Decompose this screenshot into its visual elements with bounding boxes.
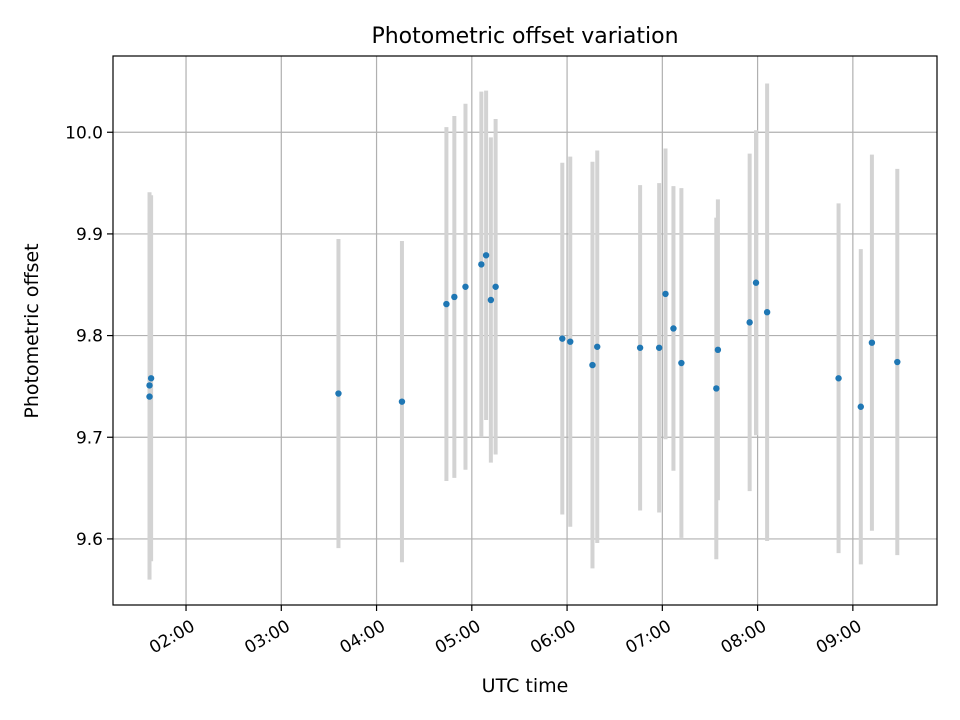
- x-tick-label: 06:00: [527, 616, 579, 658]
- x-tick-label: 08:00: [718, 616, 770, 658]
- data-point: [594, 343, 601, 350]
- x-tick-label: 05:00: [432, 616, 484, 658]
- data-point: [146, 393, 153, 400]
- x-tick-label: 03:00: [241, 616, 293, 658]
- x-tick-label: 04:00: [337, 616, 389, 658]
- data-point: [714, 346, 722, 354]
- data-point: [589, 361, 596, 369]
- data-point: [443, 300, 450, 308]
- data-point: [335, 390, 342, 397]
- x-tick-label: 02:00: [146, 616, 198, 658]
- data-point: [670, 325, 677, 332]
- error-bars: [147, 83, 900, 580]
- data-point: [147, 375, 155, 382]
- x-tick-label: 09:00: [813, 616, 865, 658]
- y-tick-label: 9.6: [76, 530, 103, 550]
- data-point: [763, 309, 771, 316]
- data-point: [567, 338, 574, 345]
- data-point: [894, 358, 901, 366]
- data-point: [835, 375, 842, 382]
- x-axis-label: UTC time: [482, 675, 569, 697]
- x-tick-label: 07:00: [622, 616, 674, 658]
- data-point: [146, 382, 153, 389]
- data-point: [752, 279, 760, 286]
- grid: [113, 56, 937, 605]
- data-points: [146, 252, 901, 410]
- data-point: [487, 296, 495, 304]
- data-point: [636, 344, 644, 351]
- data-point: [655, 344, 663, 351]
- data-point: [462, 283, 469, 290]
- y-tick-label: 9.7: [76, 428, 103, 448]
- data-point: [398, 398, 406, 405]
- data-point: [746, 319, 753, 326]
- data-point: [678, 359, 685, 367]
- data-point: [713, 385, 720, 392]
- data-point: [482, 252, 490, 259]
- data-point: [857, 403, 864, 410]
- data-point: [492, 283, 499, 290]
- plot-area-frame: [112, 55, 938, 606]
- data-point: [451, 293, 458, 301]
- data-point: [662, 290, 669, 298]
- data-point: [559, 335, 566, 342]
- chart-title: Photometric offset variation: [371, 24, 678, 49]
- y-tick-label: 10.0: [65, 123, 103, 143]
- y-axis-label: Photometric offset: [21, 243, 43, 418]
- y-tick-label: 9.8: [76, 327, 103, 347]
- data-point: [478, 261, 485, 268]
- data-point: [868, 339, 876, 346]
- y-tick-label: 9.9: [76, 225, 103, 245]
